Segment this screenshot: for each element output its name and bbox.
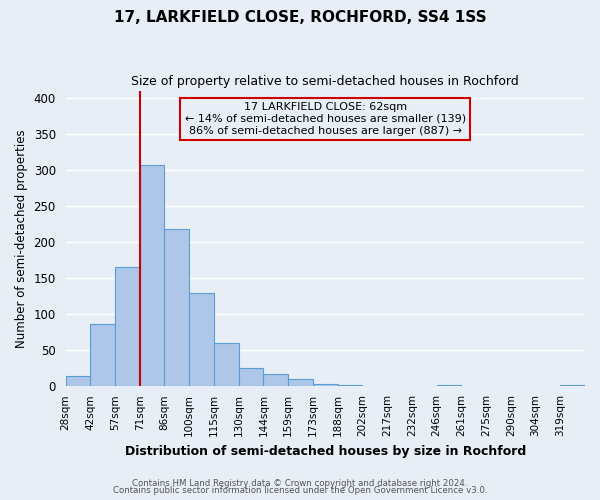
Bar: [140, 165, 164, 386]
X-axis label: Distribution of semi-detached houses by size in Rochford: Distribution of semi-detached houses by …: [125, 444, 526, 458]
Text: 17 LARKFIELD CLOSE: 62sqm
← 14% of semi-detached houses are smaller (139)
86% of: 17 LARKFIELD CLOSE: 62sqm ← 14% of semi-…: [185, 102, 466, 136]
Y-axis label: Number of semi-detached properties: Number of semi-detached properties: [15, 129, 28, 348]
Bar: [338, 385, 362, 386]
Bar: [263, 374, 288, 386]
Bar: [560, 385, 585, 386]
Bar: [437, 385, 461, 386]
Bar: [164, 229, 189, 386]
Text: Contains HM Land Registry data © Crown copyright and database right 2024.: Contains HM Land Registry data © Crown c…: [132, 478, 468, 488]
Bar: [313, 384, 338, 386]
Text: Contains public sector information licensed under the Open Government Licence v3: Contains public sector information licen…: [113, 486, 487, 495]
Bar: [288, 379, 313, 386]
Bar: [115, 268, 140, 386]
Bar: [214, 343, 239, 386]
Bar: [65, 376, 90, 386]
Bar: [189, 292, 214, 386]
Text: 17, LARKFIELD CLOSE, ROCHFORD, SS4 1SS: 17, LARKFIELD CLOSE, ROCHFORD, SS4 1SS: [113, 10, 487, 25]
Bar: [239, 368, 263, 386]
Title: Size of property relative to semi-detached houses in Rochford: Size of property relative to semi-detach…: [131, 75, 519, 88]
Bar: [90, 324, 115, 386]
